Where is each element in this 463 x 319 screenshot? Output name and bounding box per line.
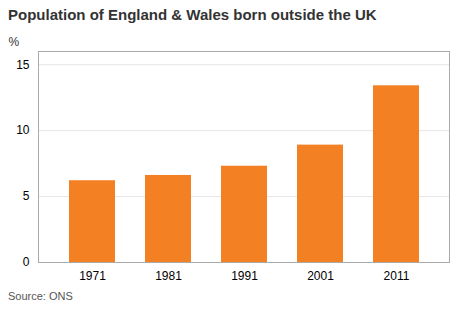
svg-text:5: 5 bbox=[23, 189, 30, 203]
html-text:Population of England & Wales: Population of England & Wales born outsi… bbox=[8, 6, 377, 23]
svg-text:1981: 1981 bbox=[155, 269, 182, 283]
svg-text:10: 10 bbox=[16, 123, 30, 137]
svg-text:1991: 1991 bbox=[231, 269, 258, 283]
html-text:Source: ONS: Source: ONS bbox=[8, 290, 73, 302]
svg-text:%: % bbox=[9, 35, 20, 49]
svg-text:15: 15 bbox=[16, 58, 30, 72]
svg-text:1971: 1971 bbox=[79, 269, 106, 283]
svg-text:2001: 2001 bbox=[307, 269, 334, 283]
svg-text:2011: 2011 bbox=[384, 269, 410, 283]
svg-text:0: 0 bbox=[23, 255, 30, 269]
